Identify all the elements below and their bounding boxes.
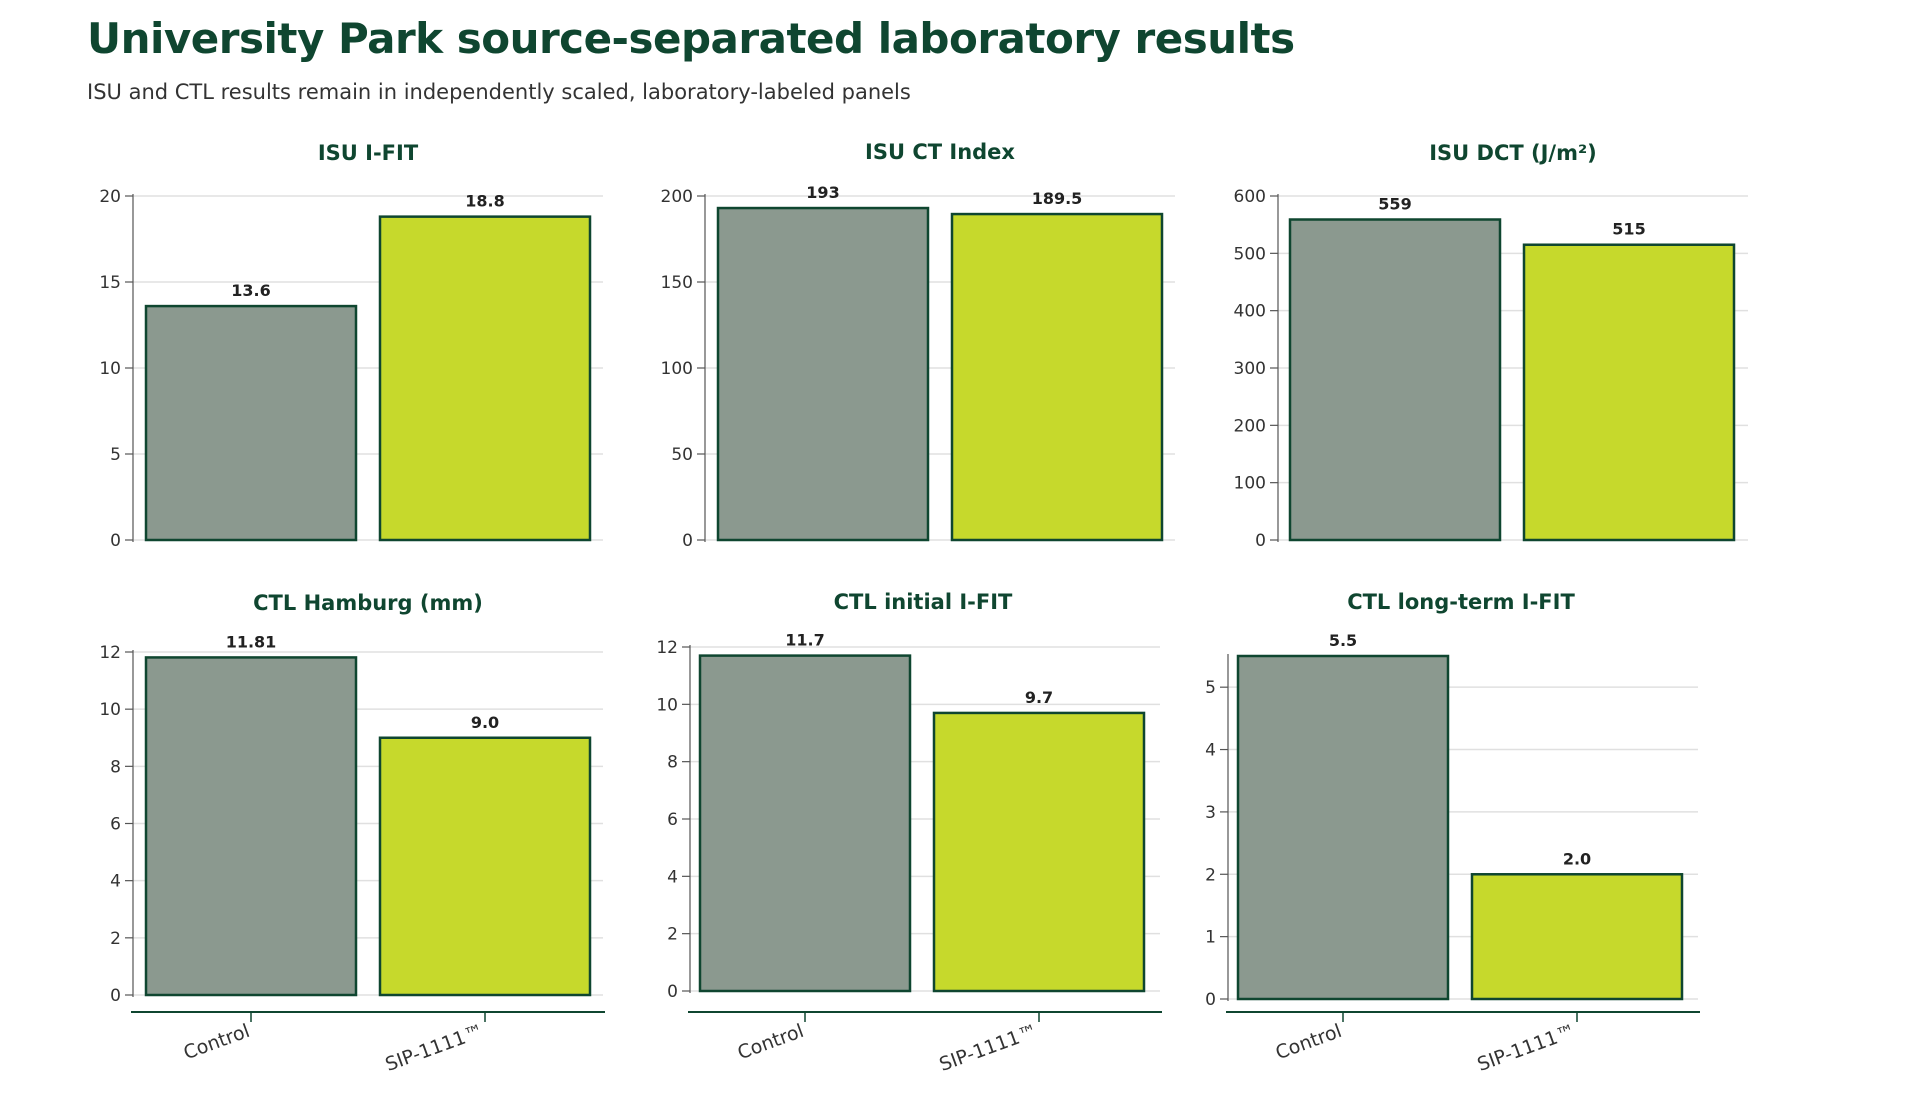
y-tick-label: 600 <box>1234 187 1266 207</box>
y-tick-label: 0 <box>110 531 121 551</box>
bar-sip <box>950 212 1164 542</box>
data-label: 13.6 <box>231 281 270 300</box>
y-tick-label: 400 <box>1234 302 1266 322</box>
y-tick-label: 300 <box>1234 359 1266 379</box>
panel-title: CTL Hamburg (mm) <box>253 591 483 615</box>
bar-control <box>716 206 930 542</box>
y-tick-label: 500 <box>1234 244 1266 264</box>
panel-title: ISU CT Index <box>865 140 1015 164</box>
y-tick-label: 0 <box>682 531 693 551</box>
y-tick-label: 100 <box>1234 474 1266 494</box>
x-tick-label: SIP-1111™ <box>382 1020 486 1076</box>
y-tick-label: 100 <box>661 359 693 379</box>
x-tick-label: SIP-1111™ <box>1474 1020 1578 1076</box>
data-label: 189.5 <box>1032 189 1083 208</box>
page-subtitle: ISU and CTL results remain in independen… <box>87 80 911 104</box>
y-tick-label: 6 <box>667 810 678 830</box>
bar-control <box>1288 218 1502 542</box>
bar-sip <box>378 736 592 997</box>
bar-sip <box>378 215 592 542</box>
panel-title: ISU I-FIT <box>318 141 419 165</box>
y-tick-label: 0 <box>1205 990 1216 1010</box>
x-tick-label: Control <box>735 1020 807 1064</box>
panel-title: CTL long-term I-FIT <box>1347 590 1575 614</box>
y-tick-label: 8 <box>667 753 678 773</box>
y-tick-label: 10 <box>99 700 121 720</box>
y-tick-label: 0 <box>667 982 678 1002</box>
data-label: 9.0 <box>471 713 499 732</box>
y-tick-label: 2 <box>1205 865 1216 885</box>
y-tick-label: 200 <box>1234 416 1266 436</box>
data-label: 9.7 <box>1025 688 1053 707</box>
y-tick-label: 2 <box>667 925 678 945</box>
y-tick-label: 20 <box>99 187 121 207</box>
y-tick-label: 4 <box>667 867 678 887</box>
y-tick-label: 3 <box>1205 803 1216 823</box>
y-tick-label: 6 <box>110 815 121 835</box>
y-tick-label: 12 <box>656 638 678 658</box>
y-tick-label: 0 <box>1255 531 1266 551</box>
data-label: 11.7 <box>785 631 824 650</box>
bar-sip <box>1522 243 1736 542</box>
data-label: 18.8 <box>465 192 504 211</box>
page-title: University Park source-separated laborat… <box>87 14 1295 63</box>
y-tick-label: 12 <box>99 643 121 663</box>
y-tick-label: 10 <box>656 695 678 715</box>
bar-sip <box>1470 873 1684 1001</box>
bar-control <box>144 304 358 542</box>
y-tick-label: 5 <box>110 445 121 465</box>
data-label: 11.81 <box>226 632 277 651</box>
y-tick-label: 2 <box>110 929 121 949</box>
y-tick-label: 10 <box>99 359 121 379</box>
y-tick-label: 0 <box>110 986 121 1006</box>
bar-control <box>144 656 358 997</box>
y-tick-label: 4 <box>1205 741 1216 761</box>
x-tick-label: Control <box>1273 1020 1345 1064</box>
y-tick-label: 8 <box>110 757 121 777</box>
data-label: 2.0 <box>1563 849 1591 868</box>
y-tick-label: 4 <box>110 872 121 892</box>
data-label: 559 <box>1378 195 1411 214</box>
data-label: 5.5 <box>1329 631 1357 650</box>
y-tick-label: 15 <box>99 273 121 293</box>
bar-control <box>698 654 912 993</box>
x-tick-label: Control <box>181 1020 253 1064</box>
x-tick-label: SIP-1111™ <box>936 1020 1040 1076</box>
data-label: 515 <box>1612 220 1645 239</box>
panel-title: CTL initial I-FIT <box>834 590 1013 614</box>
bar-control <box>1236 654 1450 1001</box>
y-tick-label: 200 <box>661 187 693 207</box>
y-tick-label: 150 <box>661 273 693 293</box>
y-tick-label: 5 <box>1205 678 1216 698</box>
bar-sip <box>932 711 1146 993</box>
y-tick-label: 50 <box>671 445 693 465</box>
y-tick-label: 1 <box>1205 928 1216 948</box>
data-label: 193 <box>806 183 839 202</box>
panel-title: ISU DCT (J/m²) <box>1429 141 1597 165</box>
